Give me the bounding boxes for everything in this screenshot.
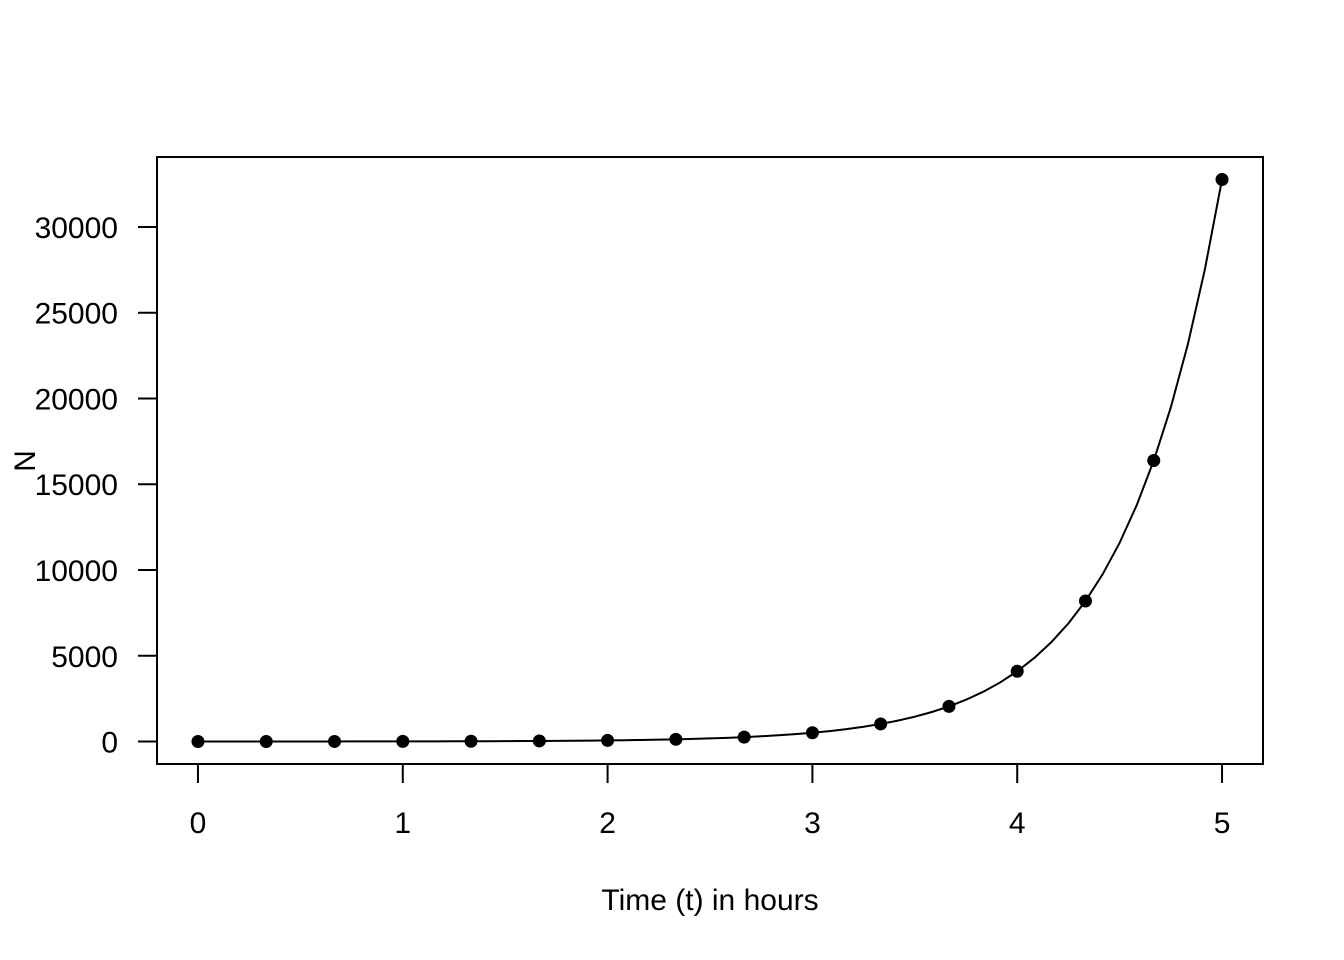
data-point xyxy=(942,699,956,713)
data-point xyxy=(1078,594,1092,608)
y-tick-label: 0 xyxy=(101,727,118,760)
data-point xyxy=(737,730,751,744)
data-point xyxy=(1147,454,1161,467)
curve-layer xyxy=(197,179,1224,743)
data-point xyxy=(805,726,819,740)
data-point xyxy=(874,717,888,731)
y-tick-label: 25000 xyxy=(35,298,118,331)
x-tick-label: 5 xyxy=(1214,807,1231,840)
data-point xyxy=(532,734,546,748)
data-point xyxy=(601,733,615,747)
y-axis-title: N xyxy=(9,450,42,472)
y-tick-label: 10000 xyxy=(35,555,118,588)
x-axis: 0 1 2 3 4 5 xyxy=(190,763,1231,840)
points-layer xyxy=(191,172,1229,748)
y-tick-label: 30000 xyxy=(35,212,118,245)
data-point xyxy=(669,732,683,746)
x-tick-label: 4 xyxy=(1009,807,1026,840)
plot-frame xyxy=(156,156,1264,765)
x-tick-label: 2 xyxy=(599,807,616,840)
y-tick-label: 15000 xyxy=(35,469,118,502)
data-point xyxy=(396,734,410,748)
x-axis-title: Time (t) in hours xyxy=(601,884,818,917)
y-tick-label: 20000 xyxy=(35,383,118,416)
series-line xyxy=(197,179,1224,743)
x-tick-label: 0 xyxy=(190,807,207,840)
y-tick-label: 5000 xyxy=(51,641,118,674)
data-point xyxy=(191,734,205,748)
x-tick-label: 3 xyxy=(804,807,821,840)
x-tick-label: 1 xyxy=(394,807,411,840)
data-point xyxy=(464,734,478,748)
data-point xyxy=(328,734,342,748)
data-point xyxy=(1010,664,1024,678)
data-point xyxy=(1215,172,1229,186)
data-point xyxy=(259,734,273,748)
y-axis: 0 5000 10000 15000 20000 25000 30000 xyxy=(35,212,158,760)
